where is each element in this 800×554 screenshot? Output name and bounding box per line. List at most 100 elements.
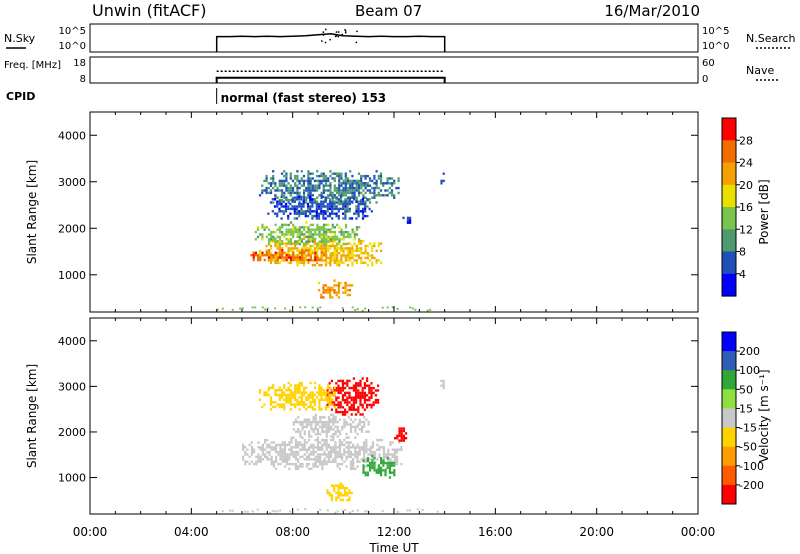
heatmap-cell	[287, 386, 290, 389]
heatmap-cell	[281, 233, 284, 236]
heatmap-cell	[325, 235, 328, 239]
heatmap-cell	[279, 462, 282, 466]
heatmap-cell	[263, 179, 266, 183]
heatmap-cell	[255, 462, 258, 466]
heatmap-cell	[302, 405, 306, 409]
heatmap-cell	[354, 309, 357, 311]
heatmap-cell	[307, 238, 310, 241]
heatmap-cell	[329, 240, 332, 243]
heatmap-cell	[294, 455, 297, 459]
heatmap-cell	[324, 177, 328, 180]
heatmap-cell	[371, 244, 374, 248]
heatmap-cell	[320, 389, 323, 392]
heatmap-cell	[342, 230, 345, 234]
heatmap-cell	[352, 446, 355, 449]
heatmap-cell	[352, 396, 355, 399]
heatmap-cell	[311, 401, 314, 404]
power-ylabel: Slant Range [km]	[25, 160, 39, 264]
heatmap-cell	[285, 393, 288, 397]
heatmap-cell	[298, 401, 301, 404]
heatmap-cell	[331, 389, 334, 392]
heatmap-cell	[405, 437, 408, 440]
heatmap-cell	[261, 306, 264, 309]
heatmap-cell	[281, 230, 284, 234]
heatmap-cell	[311, 405, 314, 409]
heatmap-cell	[283, 446, 286, 449]
heatmap-cell	[344, 226, 348, 229]
heatmap-cell	[265, 179, 268, 183]
noise-point	[325, 28, 327, 31]
heatmap-cell	[351, 186, 354, 190]
heatmap-cell	[311, 186, 314, 190]
heatmap-cell	[309, 230, 312, 234]
heatmap-cell	[342, 194, 345, 197]
colorbar-frame	[721, 331, 737, 505]
heatmap-cell	[382, 446, 385, 449]
heatmap-cell	[353, 189, 356, 192]
heatmap-cell	[256, 228, 260, 231]
heatmap-cell	[406, 219, 409, 222]
heatmap-cell	[313, 381, 317, 385]
heatmap-cell	[333, 484, 336, 487]
heatmap-cell	[339, 484, 342, 487]
heatmap-cell	[327, 196, 330, 199]
heatmap-cell	[389, 441, 392, 444]
heatmap-cell	[354, 436, 357, 439]
heatmap-cell	[272, 177, 275, 180]
heatmap-cell	[314, 450, 317, 454]
heatmap-cell	[274, 244, 277, 248]
heatmap-cell	[342, 217, 345, 220]
heatmap-cell	[303, 448, 306, 451]
heatmap-cell	[318, 182, 321, 185]
heatmap-cell	[387, 453, 390, 456]
heatmap-cell	[278, 210, 281, 213]
heatmap-cell	[373, 466, 376, 470]
heatmap-cell	[302, 386, 306, 389]
heatmap-cell	[282, 210, 285, 213]
heatmap-cell	[331, 212, 334, 215]
heatmap-cell	[283, 233, 286, 236]
heatmap-cell	[393, 469, 396, 472]
heatmap-cell	[311, 223, 315, 227]
heatmap-cell	[358, 226, 361, 229]
heatmap-cell	[280, 198, 284, 202]
heatmap-cell	[314, 254, 317, 257]
heatmap-cell	[300, 205, 303, 208]
heatmap-cell	[285, 252, 288, 255]
heatmap-cell	[275, 446, 278, 449]
heatmap-cell	[259, 460, 262, 463]
colorbar-tick-label: 50	[739, 383, 753, 396]
heatmap-cell	[269, 401, 273, 404]
heatmap-cell	[283, 242, 286, 245]
heatmap-cell	[313, 408, 317, 411]
heatmap-cell	[343, 448, 346, 451]
heatmap-cell	[330, 494, 333, 497]
heatmap-cell	[351, 182, 354, 185]
heatmap-cell	[369, 448, 372, 451]
heatmap-cell	[396, 462, 399, 466]
heatmap-cell	[269, 398, 273, 401]
heatmap-cell	[360, 184, 363, 187]
heatmap-cell	[377, 384, 380, 387]
heatmap-cell	[344, 508, 347, 511]
heatmap-cell	[276, 228, 279, 231]
heatmap-cell	[318, 289, 321, 292]
heatmap-cell	[325, 238, 328, 241]
heatmap-cell	[364, 244, 367, 248]
heatmap-cell	[294, 198, 297, 202]
colorbar-segment	[722, 389, 736, 409]
heatmap-cell	[289, 184, 292, 187]
heatmap-cell	[254, 230, 257, 234]
beam-title: Beam 07	[355, 2, 422, 20]
heatmap-cell	[323, 443, 326, 447]
heatmap-cell	[344, 210, 347, 213]
heatmap-cell	[382, 182, 385, 185]
heatmap-cell	[302, 189, 306, 192]
heatmap-cell	[278, 228, 282, 231]
heatmap-cell	[268, 458, 271, 461]
heatmap-cell	[402, 427, 405, 430]
heatmap-cell	[294, 467, 297, 471]
heatmap-cell	[287, 261, 290, 264]
heatmap-cell	[328, 494, 331, 497]
heatmap-cell	[377, 259, 380, 262]
